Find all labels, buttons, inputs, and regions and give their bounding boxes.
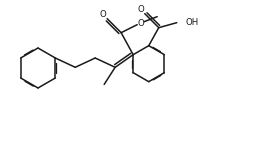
Text: O: O [138, 19, 144, 28]
Text: O: O [137, 5, 144, 14]
Text: O: O [100, 10, 107, 19]
Text: OH: OH [186, 18, 199, 27]
